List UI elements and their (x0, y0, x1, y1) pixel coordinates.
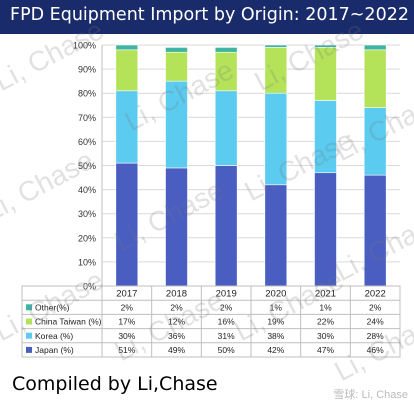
data-label: 2% (220, 303, 233, 313)
data-label: 36% (168, 331, 185, 341)
data-label: 50% (218, 345, 235, 355)
bar-segment (363, 49, 387, 108)
credit-text: Compiled by Li,Chase (12, 373, 218, 395)
bar-segment (115, 44, 139, 51)
x-category-label: 2018 (166, 289, 187, 300)
bar-segment (264, 44, 288, 48)
data-label: 1% (270, 303, 283, 313)
bar-segment (165, 47, 188, 53)
bar-segment (264, 92, 288, 186)
x-category-label: 2017 (116, 289, 137, 300)
legend-series-name: Korea (%) (35, 331, 73, 341)
y-tick-label: 80% (78, 89, 96, 99)
bar-segment (165, 51, 188, 82)
data-label: 47% (317, 345, 334, 355)
data-label: 38% (267, 331, 284, 341)
y-tick-label: 40% (78, 185, 96, 195)
bar-segment (165, 167, 188, 287)
legend-series-name: China Taiwan (%) (35, 317, 102, 327)
bar-segment (363, 107, 387, 176)
data-label: 1% (319, 303, 332, 313)
bar-segment (214, 165, 238, 287)
y-tick-label: 70% (78, 113, 96, 123)
y-tick-label: 50% (78, 161, 96, 171)
legend-series-name: Japan (%) (35, 345, 74, 355)
x-category-label: 2019 (216, 289, 237, 300)
data-label: 49% (168, 345, 185, 355)
bar-segment (363, 174, 387, 287)
data-label: 30% (317, 331, 334, 341)
bar-segment (314, 100, 337, 174)
bar-segment (214, 90, 238, 166)
data-label: 24% (367, 317, 384, 327)
title-bar: FPD Equipment Import by Origin: 2017~202… (0, 0, 414, 34)
legend-swatch (26, 304, 32, 311)
bar-segment (314, 172, 337, 287)
data-label: 19% (267, 317, 284, 327)
data-label: 28% (367, 331, 384, 341)
chart-title: FPD Equipment Import by Origin: 2017~202… (10, 5, 409, 25)
y-tick-label: 10% (78, 257, 96, 267)
y-tick-label: 90% (78, 65, 96, 75)
y-tick-label: 20% (78, 233, 96, 243)
data-label: 31% (218, 331, 235, 341)
bar-segment (314, 44, 337, 48)
bar-segment (115, 49, 139, 92)
y-tick-label: 100% (73, 41, 96, 51)
y-tick-label: 60% (78, 137, 96, 147)
bar-segment (264, 47, 288, 94)
data-label: 2% (369, 303, 382, 313)
data-label: 17% (118, 317, 135, 327)
legend-swatch (26, 318, 32, 325)
bar-segment (115, 162, 139, 287)
data-label: 42% (267, 345, 284, 355)
data-label: 51% (118, 345, 135, 355)
bar-segment (214, 47, 238, 53)
data-label: 2% (170, 303, 183, 313)
data-label: 2% (121, 303, 134, 313)
bar-segment (115, 90, 139, 164)
bar-segment (363, 44, 387, 51)
x-category-label: 2021 (315, 289, 336, 300)
legend-swatch (26, 332, 32, 339)
data-label: 30% (118, 331, 135, 341)
data-label: 16% (218, 317, 235, 327)
bar-segment (314, 47, 337, 101)
y-tick-label: 30% (78, 209, 96, 219)
x-category-label: 2022 (365, 289, 386, 300)
bar-segment (214, 51, 238, 92)
bar-segment (264, 184, 288, 287)
legend-swatch (26, 346, 32, 353)
bar-segment (165, 80, 188, 169)
data-label: 46% (367, 345, 384, 355)
stacked-bar-chart: 0%10%20%30%40%50%60%70%80%90%100%2017 201… (21, 41, 401, 358)
x-category-label: 2020 (265, 289, 286, 300)
data-label: 22% (317, 317, 334, 327)
corner-watermark: 雪球: Li, Chase (333, 389, 408, 401)
legend-series-name: Other(%) (35, 303, 70, 313)
data-label: 12% (168, 317, 185, 327)
